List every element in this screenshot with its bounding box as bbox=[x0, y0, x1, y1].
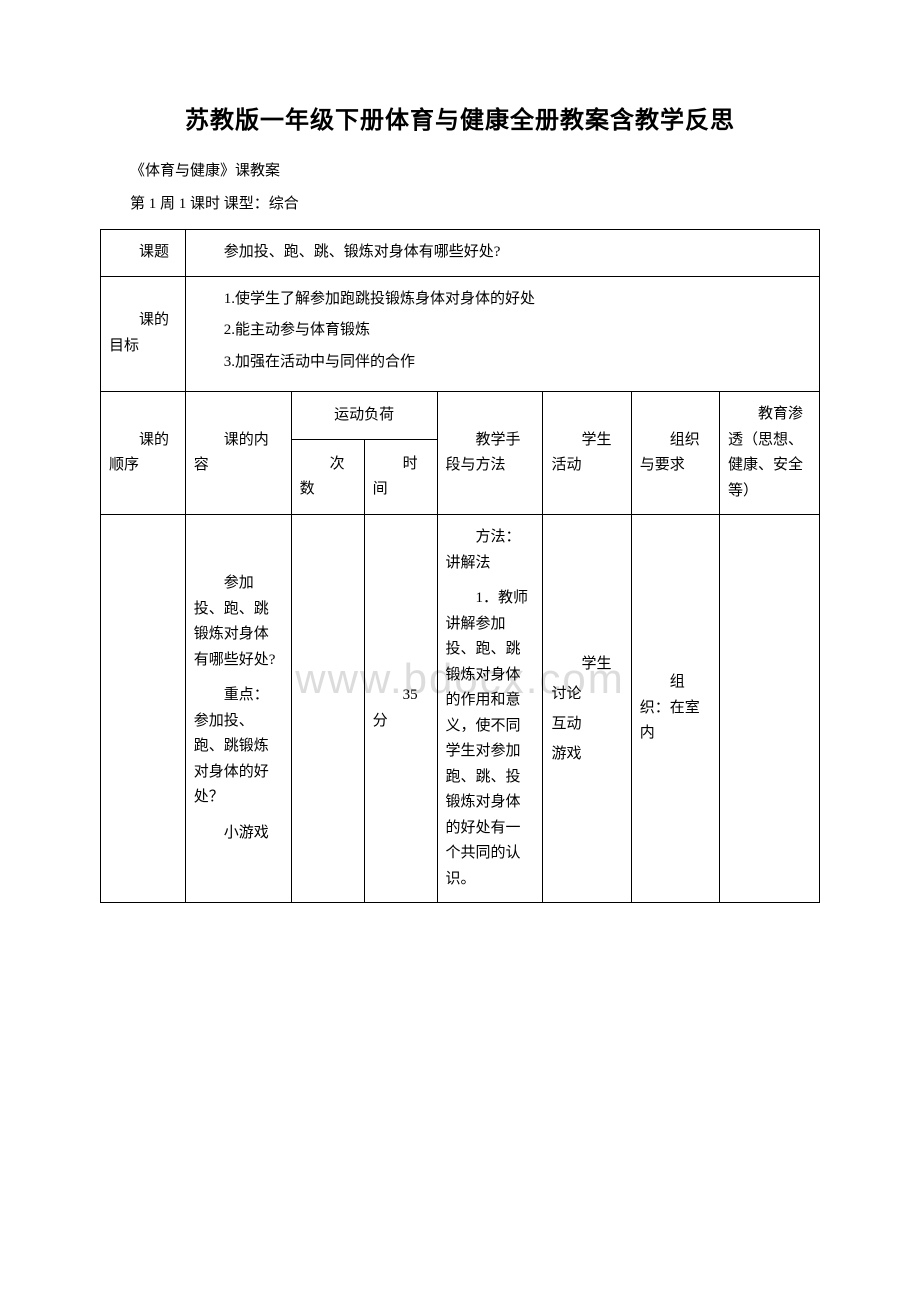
goals-value-cell: 1.使学生了解参加跑跳投锻炼身体对身体的好处 2.能主动参与体育锻炼 3.加强在… bbox=[185, 276, 819, 392]
lesson-subtitle: 《体育与健康》课教案 bbox=[100, 159, 820, 180]
topic-value-cell: 参加投、跑、跳、锻炼对身体有哪些好处? bbox=[185, 230, 819, 277]
table-row: 课的顺序 课的内容 运动负荷 教学手段与方法 学生活动 组织与要求 教育渗透（思… bbox=[101, 392, 820, 440]
table-row: 参加投、跑、跳锻炼对身体有哪些好处? 重点：参加投、跑、跳锻炼对身体的好处？ 小… bbox=[101, 515, 820, 903]
body-shi-cell: 35分 bbox=[364, 515, 437, 903]
document-title: 苏教版一年级下册体育与健康全册教案含教学反思 bbox=[100, 100, 820, 135]
table-row: 课的目标 1.使学生了解参加跑跳投锻炼身体对身体的好处 2.能主动参与体育锻炼 … bbox=[101, 276, 820, 392]
header-sequence: 课的顺序 bbox=[101, 392, 186, 515]
content-paragraph: 参加投、跑、跳锻炼对身体有哪些好处? bbox=[194, 571, 283, 673]
header-method: 教学手段与方法 bbox=[437, 392, 543, 515]
body-org-cell: 组织：在室内 bbox=[631, 515, 719, 903]
body-edu-cell bbox=[719, 515, 819, 903]
body-ci-cell bbox=[291, 515, 364, 903]
method-paragraph: 方法：讲解法 bbox=[446, 525, 535, 576]
body-seq-cell bbox=[101, 515, 186, 903]
lesson-meta: 第 1 周 1 课时 课型：综合 bbox=[100, 192, 820, 213]
header-edu: 教育渗透（思想、健康、安全等） bbox=[719, 392, 819, 515]
document-content: 苏教版一年级下册体育与健康全册教案含教学反思 《体育与健康》课教案 第 1 周 … bbox=[100, 100, 820, 903]
body-content-cell: 参加投、跑、跳锻炼对身体有哪些好处? 重点：参加投、跑、跳锻炼对身体的好处？ 小… bbox=[185, 515, 291, 903]
goal-item: 3.加强在活动中与同伴的合作 bbox=[194, 350, 811, 376]
lesson-plan-table: 课题 参加投、跑、跳、锻炼对身体有哪些好处? 课的目标 1.使学生了解参加跑跳投… bbox=[100, 229, 820, 903]
header-content: 课的内容 bbox=[185, 392, 291, 515]
goal-item: 2.能主动参与体育锻炼 bbox=[194, 318, 811, 344]
header-shi: 时间 bbox=[364, 440, 437, 515]
header-activity: 学生活动 bbox=[543, 392, 631, 515]
goals-label-cell: 课的目标 bbox=[101, 276, 186, 392]
body-activity-cell: 学生 讨论 互动 游戏 bbox=[543, 515, 631, 903]
header-org: 组织与要求 bbox=[631, 392, 719, 515]
content-paragraph: 重点：参加投、跑、跳锻炼对身体的好处？ bbox=[194, 683, 283, 811]
table-row: 课题 参加投、跑、跳、锻炼对身体有哪些好处? bbox=[101, 230, 820, 277]
header-load: 运动负荷 bbox=[291, 392, 437, 440]
body-method-cell: 方法：讲解法 1．教师讲解参加投、跑、跳锻炼对身体的作用和意义，使不同学生对参加… bbox=[437, 515, 543, 903]
content-paragraph: 小游戏 bbox=[194, 821, 283, 847]
header-ci: 次数 bbox=[291, 440, 364, 515]
goal-item: 1.使学生了解参加跑跳投锻炼身体对身体的好处 bbox=[194, 287, 811, 313]
topic-label-cell: 课题 bbox=[101, 230, 186, 277]
method-paragraph: 1．教师讲解参加投、跑、跳锻炼对身体的作用和意义，使不同学生对参加跑、跳、投锻炼… bbox=[446, 586, 535, 892]
